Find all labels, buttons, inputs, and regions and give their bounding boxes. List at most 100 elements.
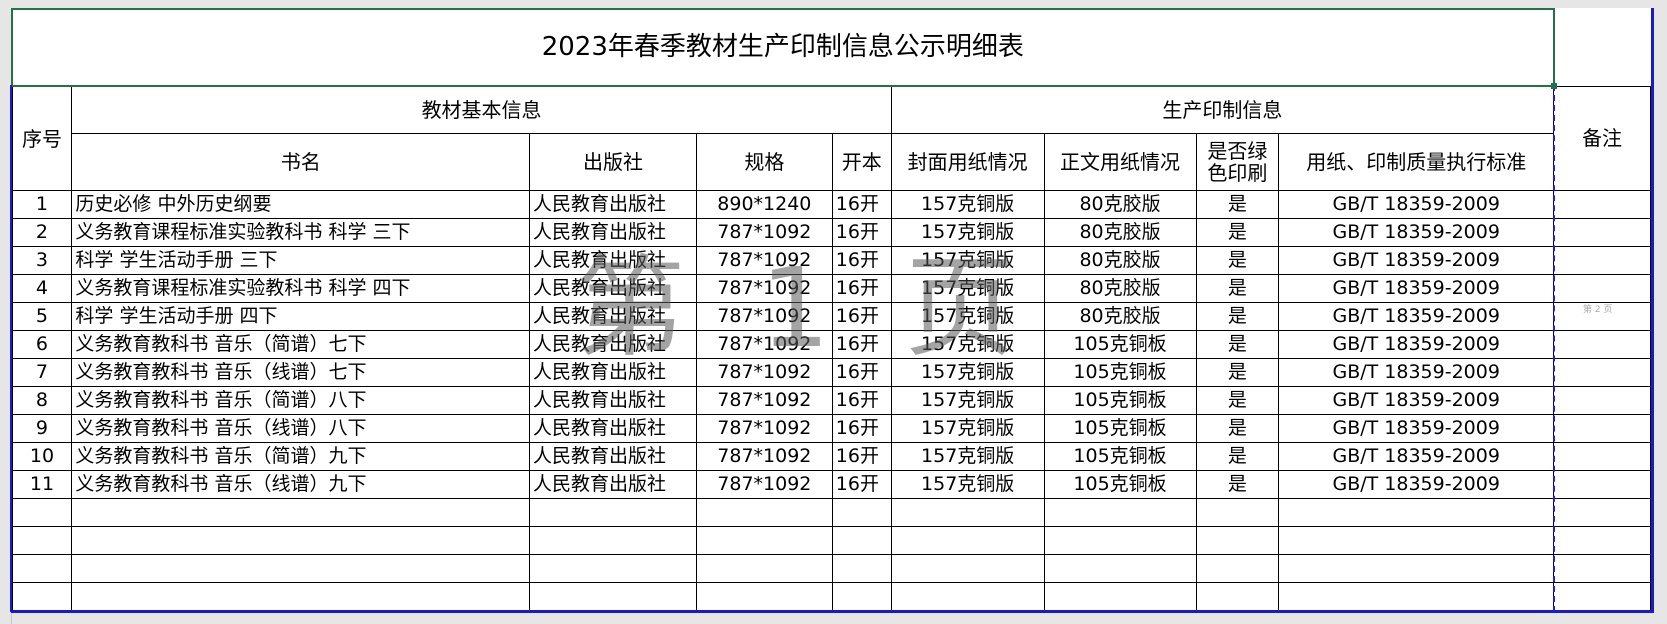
cell-spec[interactable]: 787*1092 — [695, 470, 833, 499]
empty-cell[interactable] — [1553, 582, 1651, 611]
header-group-basic[interactable]: 教材基本信息 — [71, 85, 892, 134]
empty-cell[interactable] — [1195, 526, 1280, 555]
cell-format[interactable]: 16开 — [831, 414, 892, 443]
empty-cell[interactable] — [1553, 498, 1651, 527]
cell-spec[interactable]: 787*1092 — [695, 302, 833, 331]
header-cover-paper[interactable]: 封面用纸情况 — [890, 133, 1045, 191]
cell-spec[interactable]: 787*1092 — [695, 442, 833, 471]
cell-green[interactable]: 是 — [1195, 442, 1280, 471]
cell-spec[interactable]: 890*1240 — [695, 190, 833, 219]
cell-body[interactable]: 80克胶版 — [1043, 246, 1197, 275]
cell-name[interactable]: 义务教育教科书 音乐（线谱）八下 — [71, 414, 531, 443]
empty-cell[interactable] — [1043, 498, 1197, 527]
cell-format[interactable]: 16开 — [831, 246, 892, 275]
cell-remark[interactable] — [1553, 414, 1651, 443]
cell-publisher[interactable]: 人民教育出版社 — [529, 330, 697, 359]
cell-publisher[interactable]: 人民教育出版社 — [529, 442, 697, 471]
cell-spec[interactable]: 787*1092 — [695, 386, 833, 415]
empty-cell[interactable] — [831, 498, 892, 527]
cell-green[interactable]: 是 — [1195, 470, 1280, 499]
cell-name[interactable]: 义务教育教科书 音乐（简谱）八下 — [71, 386, 531, 415]
cell-green[interactable]: 是 — [1195, 246, 1280, 275]
empty-cell[interactable] — [1278, 554, 1555, 583]
header-book-name[interactable]: 书名 — [71, 133, 531, 191]
cell-standard[interactable]: GB/T 18359-2009 — [1278, 386, 1555, 415]
cell-cover[interactable]: 157克铜版 — [890, 302, 1045, 331]
cell-format[interactable]: 16开 — [831, 330, 892, 359]
cell-green[interactable]: 是 — [1195, 386, 1280, 415]
header-format[interactable]: 开本 — [831, 133, 892, 191]
empty-cell[interactable] — [695, 582, 833, 611]
selection-fill-handle[interactable] — [1551, 83, 1557, 89]
spreadsheet-grid[interactable]: 2023年春季教材生产印制信息公示明细表 序号 教材基本信息 生产印制信息 备注… — [11, 8, 1651, 612]
cell-name[interactable]: 义务教育教科书 音乐（简谱）七下 — [71, 330, 531, 359]
cell-cover[interactable]: 157克铜版 — [890, 190, 1045, 219]
cell-remark[interactable] — [1553, 274, 1651, 303]
cell-remark[interactable] — [1553, 442, 1651, 471]
empty-cell[interactable] — [11, 554, 73, 583]
cell-seq[interactable]: 9 — [11, 414, 73, 443]
cell-name[interactable]: 义务教育教科书 音乐（简谱）九下 — [71, 442, 531, 471]
empty-cell[interactable] — [1043, 554, 1197, 583]
cell-format[interactable]: 16开 — [831, 442, 892, 471]
empty-cell[interactable] — [1278, 526, 1555, 555]
cell-name[interactable]: 义务教育课程标准实验教科书 科学 四下 — [71, 274, 531, 303]
cell-body[interactable]: 80克胶版 — [1043, 274, 1197, 303]
header-standard[interactable]: 用纸、印制质量执行标准 — [1278, 133, 1555, 191]
header-remark[interactable]: 备注 — [1553, 85, 1651, 191]
cell-spec[interactable]: 787*1092 — [695, 218, 833, 247]
cell-spec[interactable]: 787*1092 — [695, 330, 833, 359]
cell-cover[interactable]: 157克铜版 — [890, 246, 1045, 275]
cell-standard[interactable]: GB/T 18359-2009 — [1278, 302, 1555, 331]
cell-body[interactable]: 80克胶版 — [1043, 302, 1197, 331]
cell-name[interactable]: 义务教育教科书 音乐（线谱）七下 — [71, 358, 531, 387]
cell-publisher[interactable]: 人民教育出版社 — [529, 470, 697, 499]
cell-format[interactable]: 16开 — [831, 190, 892, 219]
cell-seq[interactable]: 6 — [11, 330, 73, 359]
empty-cell[interactable] — [695, 526, 833, 555]
cell-remark[interactable] — [1553, 190, 1651, 219]
cell-body[interactable]: 105克铜板 — [1043, 386, 1197, 415]
cell-spec[interactable]: 787*1092 — [695, 414, 833, 443]
cell-body[interactable]: 80克胶版 — [1043, 218, 1197, 247]
empty-cell[interactable] — [71, 554, 531, 583]
cell-publisher[interactable]: 人民教育出版社 — [529, 358, 697, 387]
cell-seq[interactable]: 11 — [11, 470, 73, 499]
cell-standard[interactable]: GB/T 18359-2009 — [1278, 358, 1555, 387]
cell-standard[interactable]: GB/T 18359-2009 — [1278, 442, 1555, 471]
empty-cell[interactable] — [1195, 582, 1280, 611]
cell-remark[interactable] — [1553, 218, 1651, 247]
cell-format[interactable]: 16开 — [831, 218, 892, 247]
cell-standard[interactable]: GB/T 18359-2009 — [1278, 330, 1555, 359]
cell-name[interactable]: 义务教育教科书 音乐（线谱）九下 — [71, 470, 531, 499]
cell-seq[interactable]: 2 — [11, 218, 73, 247]
cell-body[interactable]: 80克胶版 — [1043, 190, 1197, 219]
cell-green[interactable]: 是 — [1195, 190, 1280, 219]
empty-cell[interactable] — [890, 526, 1045, 555]
empty-cell[interactable] — [1553, 9, 1651, 87]
empty-cell[interactable] — [695, 498, 833, 527]
cell-cover[interactable]: 157克铜版 — [890, 274, 1045, 303]
empty-cell[interactable] — [831, 526, 892, 555]
cell-publisher[interactable]: 人民教育出版社 — [529, 302, 697, 331]
cell-green[interactable]: 是 — [1195, 302, 1280, 331]
cell-standard[interactable]: GB/T 18359-2009 — [1278, 246, 1555, 275]
cell-publisher[interactable]: 人民教育出版社 — [529, 414, 697, 443]
cell-format[interactable]: 16开 — [831, 470, 892, 499]
header-seq[interactable]: 序号 — [11, 85, 73, 191]
empty-cell[interactable] — [71, 498, 531, 527]
header-spec[interactable]: 规格 — [695, 133, 833, 191]
cell-green[interactable]: 是 — [1195, 218, 1280, 247]
cell-cover[interactable]: 157克铜版 — [890, 358, 1045, 387]
empty-cell[interactable] — [890, 582, 1045, 611]
cell-name[interactable]: 科学 学生活动手册 四下 — [71, 302, 531, 331]
empty-cell[interactable] — [11, 526, 73, 555]
cell-remark[interactable] — [1553, 246, 1651, 275]
cell-body[interactable]: 105克铜板 — [1043, 470, 1197, 499]
empty-cell[interactable] — [1043, 582, 1197, 611]
empty-cell[interactable] — [695, 554, 833, 583]
cell-standard[interactable]: GB/T 18359-2009 — [1278, 414, 1555, 443]
cell-green[interactable]: 是 — [1195, 414, 1280, 443]
empty-cell[interactable] — [831, 554, 892, 583]
cell-seq[interactable]: 3 — [11, 246, 73, 275]
